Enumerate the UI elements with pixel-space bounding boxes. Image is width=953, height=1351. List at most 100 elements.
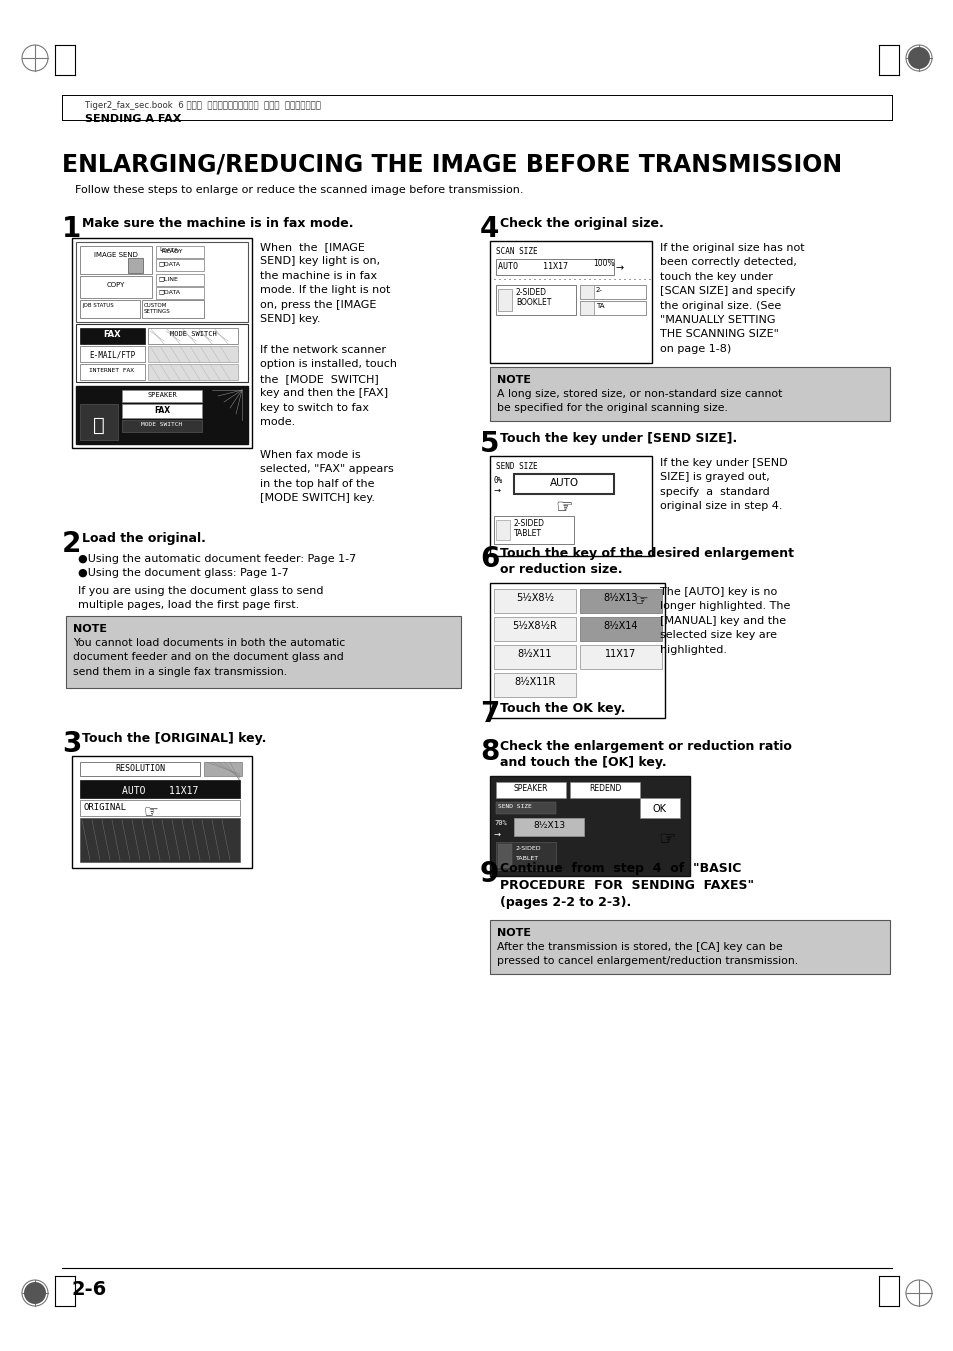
- Bar: [579, 617, 661, 640]
- Text: Touch the [ORIGINAL] key.: Touch the [ORIGINAL] key.: [82, 732, 266, 744]
- Bar: [148, 363, 237, 380]
- Text: Continue  from  step  4  of  "BASIC
PROCEDURE  FOR  SENDING  FAXES"
(pages 2-2 t: Continue from step 4 of "BASIC PROCEDURE…: [499, 862, 753, 909]
- Text: Touch the key of the desired enlargement
or reduction size.: Touch the key of the desired enlargement…: [499, 547, 793, 576]
- Text: If the key under [SEND
SIZE] is grayed out,
specify  a  standard
original size i: If the key under [SEND SIZE] is grayed o…: [659, 458, 787, 511]
- Circle shape: [907, 47, 929, 69]
- Circle shape: [24, 1282, 46, 1304]
- Text: NOTE: NOTE: [497, 376, 531, 385]
- Text: Make sure the machine is in fax mode.: Make sure the machine is in fax mode.: [82, 218, 354, 230]
- Text: 9: 9: [479, 861, 498, 888]
- Text: If the original size has not
been correctly detected,
touch the key under
[SCAN : If the original size has not been correc…: [659, 243, 803, 354]
- Text: ☞: ☞: [555, 499, 572, 517]
- Text: JOB STATUS: JOB STATUS: [82, 303, 113, 308]
- Text: NOTE: NOTE: [497, 928, 531, 938]
- Text: 8½X11R: 8½X11R: [514, 677, 555, 688]
- Text: 70%: 70%: [494, 820, 506, 825]
- Text: 6: 6: [479, 544, 498, 573]
- Bar: [80, 300, 140, 317]
- Bar: [148, 346, 237, 362]
- Bar: [494, 617, 576, 640]
- Bar: [497, 844, 512, 867]
- Bar: [514, 817, 583, 836]
- Text: MODE SWITCH: MODE SWITCH: [170, 331, 216, 336]
- Text: If you are using the document glass to send
multiple pages, load the first page : If you are using the document glass to s…: [78, 586, 323, 611]
- Text: SPEAKER: SPEAKER: [147, 392, 176, 399]
- Bar: [496, 782, 565, 798]
- Bar: [496, 259, 614, 276]
- Text: AUTO: AUTO: [549, 478, 578, 488]
- Bar: [80, 276, 152, 299]
- Bar: [122, 420, 202, 432]
- Text: INTERNET FAX: INTERNET FAX: [90, 367, 134, 373]
- Text: COPY: COPY: [107, 282, 125, 288]
- Text: ●Using the document glass: Page 1-7: ●Using the document glass: Page 1-7: [78, 567, 289, 578]
- Text: A long size, stored size, or non-standard size cannot
be specified for the origi: A long size, stored size, or non-standar…: [497, 389, 781, 413]
- Text: FAX: FAX: [153, 407, 170, 415]
- Bar: [494, 589, 576, 613]
- Text: 2-SIDED: 2-SIDED: [516, 288, 546, 297]
- Bar: [204, 762, 242, 775]
- Text: →: →: [494, 830, 500, 839]
- Bar: [496, 802, 556, 815]
- Text: →: →: [616, 263, 623, 273]
- Text: NOTE: NOTE: [73, 624, 107, 634]
- Text: └READY: └READY: [158, 249, 182, 254]
- Text: 2: 2: [62, 530, 81, 558]
- Text: DATA: DATA: [158, 249, 178, 253]
- Text: □DATA: □DATA: [158, 261, 180, 266]
- Text: 0%: 0%: [494, 476, 503, 485]
- Text: BOOKLET: BOOKLET: [516, 299, 551, 307]
- Text: ●Using the automatic document feeder: Page 1-7: ●Using the automatic document feeder: Pa…: [78, 554, 355, 563]
- Bar: [490, 457, 651, 557]
- Text: AUTO     11X17: AUTO 11X17: [497, 262, 567, 272]
- Text: Touch the OK key.: Touch the OK key.: [499, 703, 625, 715]
- Bar: [490, 775, 689, 875]
- Bar: [639, 798, 679, 817]
- Text: Tiger2_fax_sec.book  6 ページ  ２００４年９月１６日  木曜日  午前８時５３分: Tiger2_fax_sec.book 6 ページ ２００４年９月１６日 木曜日…: [85, 101, 320, 109]
- Text: RESOLUTION: RESOLUTION: [115, 765, 165, 773]
- Text: 8½X11: 8½X11: [517, 648, 552, 659]
- Bar: [80, 762, 200, 775]
- Text: 7: 7: [479, 700, 498, 728]
- Bar: [490, 367, 889, 422]
- Bar: [76, 324, 248, 382]
- Bar: [142, 300, 204, 317]
- Text: E-MAIL/FTP: E-MAIL/FTP: [89, 350, 135, 359]
- Text: 3: 3: [62, 730, 81, 758]
- Bar: [80, 328, 145, 345]
- Text: 5½X8½R: 5½X8½R: [512, 621, 557, 631]
- Text: □DATA: □DATA: [158, 289, 180, 295]
- Bar: [579, 644, 661, 669]
- Text: □LINE: □LINE: [158, 276, 177, 281]
- Bar: [76, 242, 248, 322]
- Bar: [71, 757, 252, 867]
- Bar: [76, 386, 248, 444]
- Text: Load the original.: Load the original.: [82, 532, 206, 544]
- Text: 1: 1: [62, 215, 81, 243]
- Bar: [514, 474, 614, 494]
- Text: Follow these steps to enlarge or reduce the scanned image before transmission.: Follow these steps to enlarge or reduce …: [75, 185, 523, 195]
- Bar: [122, 404, 202, 417]
- Bar: [490, 240, 651, 363]
- Text: The [AUTO] key is no
longer highlighted. The
[MANUAL] key and the
selected size : The [AUTO] key is no longer highlighted.…: [659, 586, 789, 655]
- Bar: [490, 584, 664, 717]
- Bar: [148, 328, 237, 345]
- Bar: [156, 259, 204, 272]
- Bar: [156, 274, 204, 286]
- Text: ⎙: ⎙: [93, 416, 105, 435]
- Bar: [496, 520, 510, 540]
- Bar: [71, 238, 252, 449]
- Text: SENDING A FAX: SENDING A FAX: [85, 113, 181, 124]
- Bar: [80, 404, 118, 440]
- Text: IMAGE SEND: IMAGE SEND: [94, 253, 138, 258]
- Text: CUSTOM
SETTINGS: CUSTOM SETTINGS: [144, 303, 171, 313]
- Bar: [579, 301, 594, 315]
- Bar: [494, 516, 574, 544]
- Bar: [122, 390, 202, 403]
- Text: When  the  [IMAGE
SEND] key light is on,
the machine is in fax
mode. If the ligh: When the [IMAGE SEND] key light is on, t…: [260, 242, 390, 324]
- Bar: [490, 920, 889, 974]
- Text: Touch the key under [SEND SIZE].: Touch the key under [SEND SIZE].: [499, 432, 737, 444]
- Text: You cannot load documents in both the automatic
document feeder and on the docum: You cannot load documents in both the au…: [73, 638, 345, 677]
- Text: ☞: ☞: [144, 802, 159, 821]
- Bar: [579, 285, 645, 299]
